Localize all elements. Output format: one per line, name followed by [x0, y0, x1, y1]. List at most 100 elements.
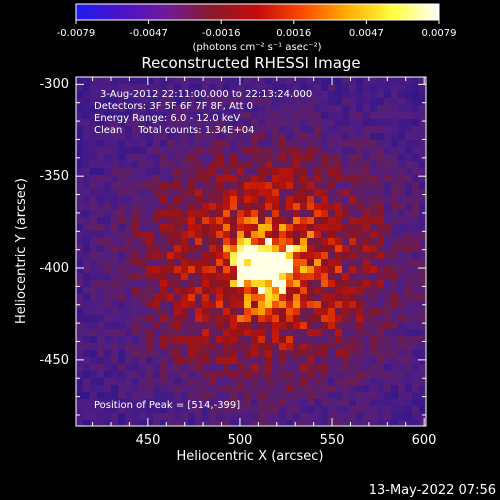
heatmap-cell [111, 378, 118, 385]
heatmap-cell [335, 98, 342, 105]
heatmap-cell [412, 154, 419, 161]
heatmap-cell [216, 287, 223, 294]
heatmap-cell [167, 343, 174, 350]
heatmap-cell [76, 224, 83, 231]
heatmap-cell [321, 259, 328, 266]
heatmap-cell [111, 126, 118, 133]
heatmap-cell [356, 119, 363, 126]
heatmap-cell [139, 231, 146, 238]
heatmap-cell [181, 364, 188, 371]
heatmap-cell [307, 224, 314, 231]
heatmap-cell [307, 385, 314, 392]
heatmap-cell [167, 364, 174, 371]
heatmap-cell [391, 112, 398, 119]
heatmap-cell [230, 406, 237, 413]
heatmap-cell [244, 350, 251, 357]
heatmap-cell [188, 91, 195, 98]
heatmap-cell [342, 336, 349, 343]
heatmap-cell [293, 238, 300, 245]
heatmap-cell [307, 364, 314, 371]
heatmap-cell [83, 105, 90, 112]
heatmap-cell [286, 175, 293, 182]
heatmap-cell [258, 329, 265, 336]
heatmap-cell [202, 259, 209, 266]
heatmap-cell [328, 217, 335, 224]
heatmap-cell [335, 175, 342, 182]
heatmap-cell [398, 182, 405, 189]
heatmap-cell [195, 406, 202, 413]
heatmap-cell [244, 301, 251, 308]
heatmap-cell [363, 84, 370, 91]
heatmap-cell [181, 385, 188, 392]
heatmap-cell [209, 77, 216, 84]
heatmap-cell [83, 308, 90, 315]
heatmap-cell [237, 343, 244, 350]
heatmap-cell [391, 84, 398, 91]
heatmap-cell [230, 294, 237, 301]
heatmap-cell [412, 385, 419, 392]
heatmap-cell [412, 336, 419, 343]
heatmap-cell [328, 364, 335, 371]
heatmap-cell [370, 371, 377, 378]
heatmap-cell [244, 371, 251, 378]
heatmap-cell [97, 392, 104, 399]
heatmap-cell [181, 133, 188, 140]
heatmap-cell [139, 175, 146, 182]
heatmap-cell [398, 224, 405, 231]
heatmap-cell [279, 147, 286, 154]
heatmap-cell [405, 336, 412, 343]
heatmap-cell [90, 98, 97, 105]
heatmap-cell [300, 119, 307, 126]
heatmap-cell [167, 133, 174, 140]
heatmap-cell [286, 189, 293, 196]
heatmap-cell [230, 343, 237, 350]
heatmap-cell [167, 119, 174, 126]
heatmap-cell [314, 259, 321, 266]
heatmap-cell [377, 259, 384, 266]
heatmap-cell [111, 350, 118, 357]
heatmap-cell [293, 112, 300, 119]
heatmap-cell [230, 119, 237, 126]
heatmap-cell [300, 280, 307, 287]
heatmap-cell [167, 238, 174, 245]
heatmap-cell [188, 196, 195, 203]
heatmap-cell [370, 280, 377, 287]
heatmap-cell [202, 224, 209, 231]
heatmap-cell [104, 357, 111, 364]
heatmap-cell [412, 294, 419, 301]
heatmap-cell [356, 147, 363, 154]
heatmap-cell [146, 245, 153, 252]
x-axis-label: Heliocentric X (arcsec) [177, 449, 324, 464]
heatmap-cell [132, 182, 139, 189]
heatmap-cell [195, 259, 202, 266]
heatmap-cell [356, 98, 363, 105]
heatmap-cell [146, 308, 153, 315]
heatmap-cell [167, 315, 174, 322]
heatmap-cell [293, 364, 300, 371]
heatmap-cell [132, 168, 139, 175]
heatmap-cell [209, 224, 216, 231]
heatmap-cell [405, 98, 412, 105]
heatmap-cell [118, 252, 125, 259]
heatmap-cell [146, 350, 153, 357]
heatmap-cell [272, 84, 279, 91]
heatmap-cell [216, 224, 223, 231]
heatmap-cell [363, 287, 370, 294]
heatmap-cell [209, 91, 216, 98]
heatmap-cell [279, 217, 286, 224]
heatmap-cell [363, 378, 370, 385]
heatmap-cell [223, 84, 230, 91]
heatmap-cell [314, 168, 321, 175]
heatmap-cell [139, 84, 146, 91]
heatmap-cell [307, 280, 314, 287]
heatmap-cell [384, 133, 391, 140]
heatmap-cell [335, 168, 342, 175]
heatmap-cell [349, 399, 356, 406]
heatmap-cell [293, 140, 300, 147]
heatmap-cell [391, 175, 398, 182]
heatmap-cell [405, 210, 412, 217]
heatmap-cell [384, 266, 391, 273]
heatmap-cell [209, 266, 216, 273]
heatmap-cell [349, 112, 356, 119]
heatmap-cell [111, 203, 118, 210]
